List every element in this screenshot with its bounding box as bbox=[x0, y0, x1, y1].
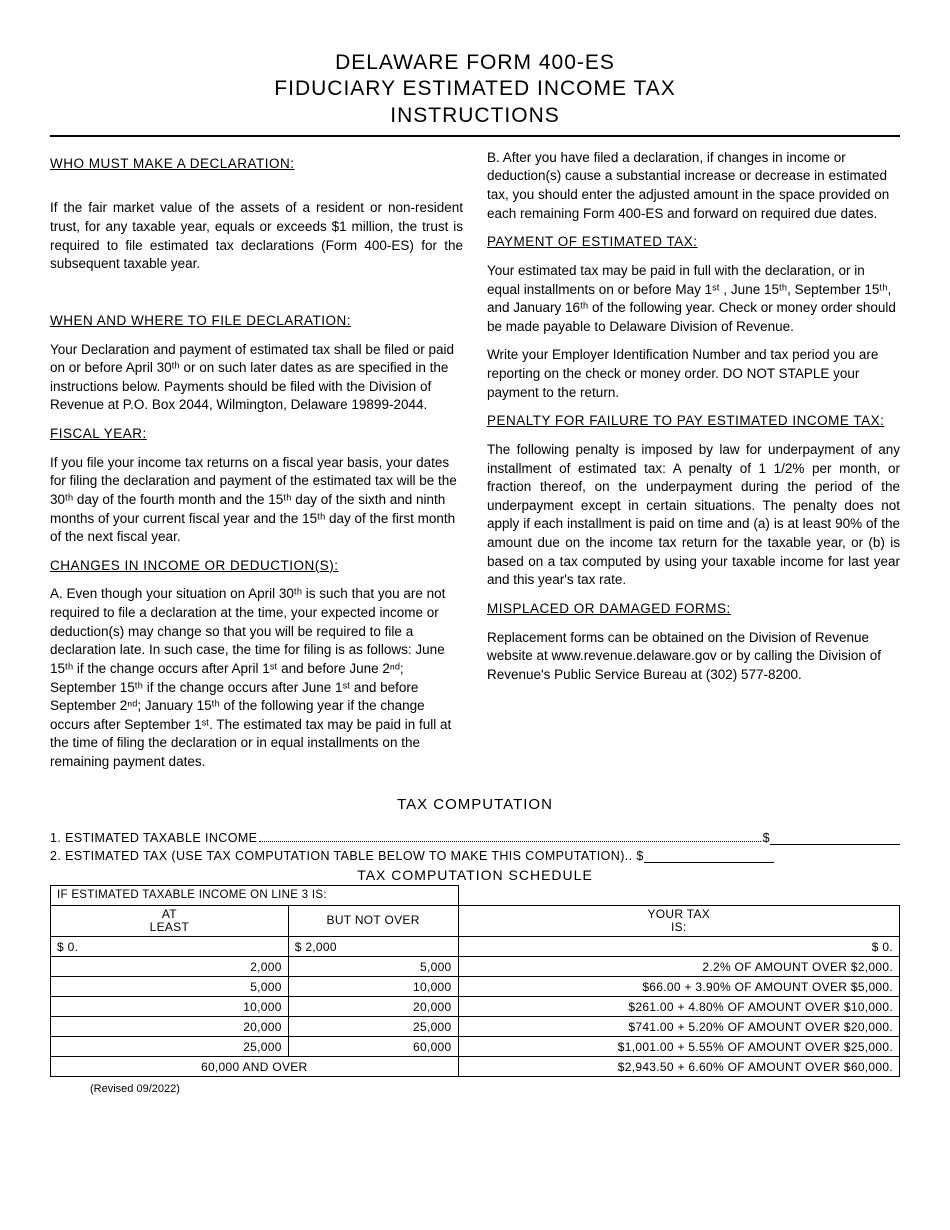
tax-computation-title: TAX COMPUTATION bbox=[50, 796, 900, 813]
line-1-dollar: $ bbox=[763, 831, 770, 845]
heading-payment: PAYMENT OF ESTIMATED TAX: bbox=[487, 233, 900, 252]
cell-a-last: 60,000 AND OVER bbox=[51, 1057, 459, 1077]
cell-b: 5,000 bbox=[288, 957, 458, 977]
cell-c: $1,001.00 + 5.55% OF AMOUNT OVER $25,000… bbox=[458, 1037, 899, 1057]
two-column-body: WHO MUST MAKE A DECLARATION: If the fair… bbox=[50, 149, 900, 782]
table-row: 20,000 25,000 $741.00 + 5.20% OF AMOUNT … bbox=[51, 1017, 900, 1037]
line-2-label: 2. ESTIMATED TAX (USE TAX COMPUTATION TA… bbox=[50, 849, 644, 863]
para-changes-b: B. After you have filed a declaration, i… bbox=[487, 149, 900, 224]
col-at-least-label: AT LEAST bbox=[150, 907, 190, 934]
table-row: 5,000 10,000 $66.00 + 3.90% OF AMOUNT OV… bbox=[51, 977, 900, 997]
cell-b: 20,000 bbox=[288, 997, 458, 1017]
cell-c: $741.00 + 5.20% OF AMOUNT OVER $20,000. bbox=[458, 1017, 899, 1037]
line-2-blank[interactable] bbox=[644, 851, 774, 863]
table-header-note-row: IF ESTIMATED TAXABLE INCOME ON LINE 3 IS… bbox=[51, 885, 900, 905]
table-header-row: AT LEAST BUT NOT OVER YOUR TAX IS: bbox=[51, 905, 900, 936]
header-note-spacer bbox=[458, 885, 899, 905]
title-line-3: INSTRUCTIONS bbox=[50, 103, 900, 129]
line-2: 2. ESTIMATED TAX (USE TAX COMPUTATION TA… bbox=[50, 849, 900, 863]
para-misplaced: Replacement forms can be obtained on the… bbox=[487, 629, 900, 685]
title-line-2: FIDUCIARY ESTIMATED INCOME TAX bbox=[50, 76, 900, 102]
cell-a: 25,000 bbox=[51, 1037, 289, 1057]
left-column: WHO MUST MAKE A DECLARATION: If the fair… bbox=[50, 149, 463, 782]
line-1-blank[interactable] bbox=[770, 833, 900, 845]
right-column: B. After you have filed a declaration, i… bbox=[487, 149, 900, 782]
schedule-title: TAX COMPUTATION SCHEDULE bbox=[50, 867, 900, 883]
para-payment-2: Write your Employer Identification Numbe… bbox=[487, 346, 900, 402]
heading-changes: CHANGES IN INCOME OR DEDUCTION(S): bbox=[50, 557, 463, 576]
revised-note: (Revised 09/2022) bbox=[90, 1083, 900, 1095]
header-note: IF ESTIMATED TAXABLE INCOME ON LINE 3 IS… bbox=[51, 885, 459, 905]
heading-who: WHO MUST MAKE A DECLARATION: bbox=[50, 155, 463, 174]
cell-b: 10,000 bbox=[288, 977, 458, 997]
tax-schedule-table: IF ESTIMATED TAXABLE INCOME ON LINE 3 IS… bbox=[50, 885, 900, 1077]
heading-misplaced: MISPLACED OR DAMAGED FORMS: bbox=[487, 600, 900, 619]
table-row: 25,000 60,000 $1,001.00 + 5.55% OF AMOUN… bbox=[51, 1037, 900, 1057]
cell-b: 60,000 bbox=[288, 1037, 458, 1057]
col-your-tax: YOUR TAX IS: bbox=[458, 905, 899, 936]
col-at-least: AT LEAST bbox=[51, 905, 289, 936]
heading-penalty: PENALTY FOR FAILURE TO PAY ESTIMATED INC… bbox=[487, 412, 900, 431]
table-row: 2,000 5,000 2.2% OF AMOUNT OVER $2,000. bbox=[51, 957, 900, 977]
line-1-label: 1. ESTIMATED TAXABLE INCOME bbox=[50, 831, 257, 845]
leader-dots bbox=[259, 841, 760, 842]
table-last-row: 60,000 AND OVER $2,943.50 + 6.60% OF AMO… bbox=[51, 1057, 900, 1077]
para-changes-a: A. Even though your situation on April 3… bbox=[50, 585, 463, 771]
cell-b: 25,000 bbox=[288, 1017, 458, 1037]
title-line-1: DELAWARE FORM 400-ES bbox=[50, 50, 900, 76]
cell-c: $261.00 + 4.80% OF AMOUNT OVER $10,000. bbox=[458, 997, 899, 1017]
line-1: 1. ESTIMATED TAXABLE INCOME $ bbox=[50, 831, 900, 845]
para-penalty: The following penalty is imposed by law … bbox=[487, 441, 900, 590]
cell-a: 5,000 bbox=[51, 977, 289, 997]
para-fiscal: If you file your income tax returns on a… bbox=[50, 454, 463, 547]
cell-c: $ 0. bbox=[458, 937, 899, 957]
cell-a: 2,000 bbox=[51, 957, 289, 977]
cell-a: 20,000 bbox=[51, 1017, 289, 1037]
heading-when: WHEN AND WHERE TO FILE DECLARATION: bbox=[50, 312, 463, 331]
heading-fiscal: FISCAL YEAR: bbox=[50, 425, 463, 444]
cell-b: $ 2,000 bbox=[288, 937, 458, 957]
cell-c-last: $2,943.50 + 6.60% OF AMOUNT OVER $60,000… bbox=[458, 1057, 899, 1077]
title-rule bbox=[50, 135, 900, 137]
para-payment-1: Your estimated tax may be paid in full w… bbox=[487, 262, 900, 337]
col-your-tax-label: YOUR TAX IS: bbox=[647, 907, 710, 934]
table-row: $ 0. $ 2,000 $ 0. bbox=[51, 937, 900, 957]
page-title: DELAWARE FORM 400-ES FIDUCIARY ESTIMATED… bbox=[50, 50, 900, 129]
cell-c: $66.00 + 3.90% OF AMOUNT OVER $5,000. bbox=[458, 977, 899, 997]
cell-a: 10,000 bbox=[51, 997, 289, 1017]
cell-a: $ 0. bbox=[51, 937, 289, 957]
cell-c: 2.2% OF AMOUNT OVER $2,000. bbox=[458, 957, 899, 977]
para-when: Your Declaration and payment of estimate… bbox=[50, 341, 463, 416]
para-who: If the fair market value of the assets o… bbox=[50, 199, 463, 274]
table-row: 10,000 20,000 $261.00 + 4.80% OF AMOUNT … bbox=[51, 997, 900, 1017]
col-but-not-over: BUT NOT OVER bbox=[288, 905, 458, 936]
